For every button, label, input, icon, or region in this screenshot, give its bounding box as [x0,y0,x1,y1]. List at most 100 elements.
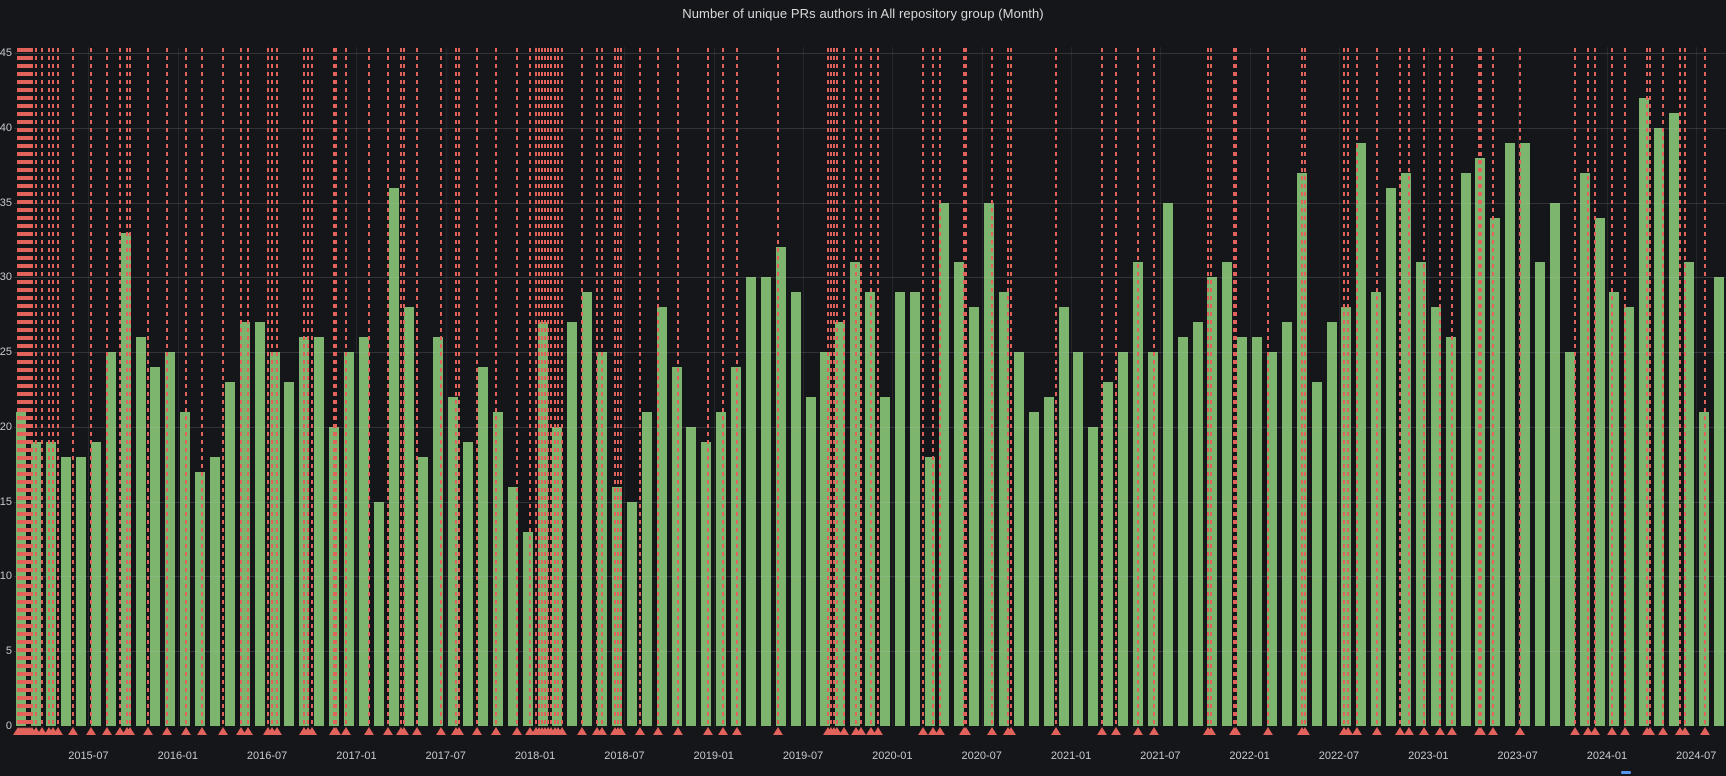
annotation-marker-icon[interactable] [732,727,742,735]
annotation-marker-icon[interactable] [218,727,228,735]
bar-2018-10[interactable] [671,367,682,726]
annotation-marker-icon[interactable] [454,727,464,735]
panel-title[interactable]: Number of unique PRs authors in All repo… [682,6,1044,21]
annotation-marker-icon[interactable] [37,727,47,735]
annotation-marker-icon[interactable] [383,727,393,735]
bar-2017-02[interactable] [373,501,384,726]
bar-2015-12[interactable] [165,352,176,726]
annotation-marker-icon[interactable] [866,727,876,735]
annotation-marker-icon[interactable] [597,727,607,735]
bar-2023-03[interactable] [1460,172,1471,726]
bar-2016-08[interactable] [284,382,295,726]
bar-2019-06[interactable] [790,292,801,726]
bar-2016-05[interactable] [239,322,250,726]
bar-2022-03[interactable] [1281,322,1292,726]
bar-2017-10[interactable] [492,411,503,726]
bar-2018-08[interactable] [641,411,652,726]
bar-2022-06[interactable] [1326,322,1337,726]
bar-2017-06[interactable] [433,337,444,726]
annotation-marker-icon[interactable] [987,727,997,735]
annotation-marker-icon[interactable] [197,727,207,735]
bar-2021-06[interactable] [1147,352,1158,726]
annotation-marker-icon[interactable] [331,727,341,735]
annotation-marker-icon[interactable] [399,727,409,735]
annotation-marker-icon[interactable] [1583,727,1593,735]
bar-2022-08[interactable] [1356,142,1367,726]
bar-2021-11[interactable] [1222,262,1233,726]
bar-2022-11[interactable] [1400,172,1411,726]
bar-2023-05[interactable] [1490,217,1501,726]
bar-2023-10[interactable] [1564,352,1575,726]
annotation-marker-icon[interactable] [935,727,945,735]
bar-2023-08[interactable] [1534,262,1545,726]
annotation-marker-icon[interactable] [577,727,587,735]
bar-2022-10[interactable] [1386,187,1396,726]
bar-2020-01[interactable] [894,292,905,726]
annotation-marker-icon[interactable] [272,727,282,735]
annotation-marker-icon[interactable] [856,727,866,735]
bar-2017-01[interactable] [358,337,369,726]
annotation-marker-icon[interactable] [918,727,928,735]
bar-2022-07[interactable] [1341,307,1352,726]
bar-2024-08[interactable] [1713,277,1724,726]
bar-2016-07[interactable] [269,352,280,726]
annotation-marker-icon[interactable] [491,727,501,735]
bar-2021-10[interactable] [1207,277,1218,726]
bar-2021-04[interactable] [1118,352,1129,726]
bar-2022-05[interactable] [1311,382,1322,726]
bar-2020-07[interactable] [984,202,995,726]
bar-2020-04[interactable] [939,202,950,726]
bar-2015-04[interactable] [46,441,57,726]
bar-2020-05[interactable] [954,262,965,726]
annotation-marker-icon[interactable] [1404,727,1414,735]
bar-2019-03[interactable] [745,277,756,726]
bar-2024-03[interactable] [1639,97,1650,726]
bar-2018-04[interactable] [582,292,593,726]
bar-2024-04[interactable] [1654,127,1664,726]
annotation-marker-icon[interactable] [1263,727,1273,735]
annotation-marker-icon[interactable] [236,727,246,735]
bar-2018-11[interactable] [686,426,697,726]
bar-2020-02[interactable] [909,292,920,726]
bar-2016-04[interactable] [224,382,235,726]
annotation-marker-icon[interactable] [1570,727,1580,735]
bar-2017-04[interactable] [403,307,414,726]
bar-2017-05[interactable] [418,456,429,726]
bar-2019-09[interactable] [835,322,846,726]
bar-2019-01[interactable] [716,411,727,726]
annotation-marker-icon[interactable] [1051,727,1061,735]
bar-2016-03[interactable] [210,456,220,726]
annotation-marker-icon[interactable] [115,727,125,735]
bar-2020-12[interactable] [1058,307,1069,726]
annotation-marker-icon[interactable] [832,727,842,735]
annotation-marker-icon[interactable] [412,727,422,735]
annotation-marker-icon[interactable] [673,727,683,735]
annotation-marker-icon[interactable] [718,727,728,735]
annotation-marker-icon[interactable] [1300,727,1310,735]
bar-2024-05[interactable] [1668,112,1679,726]
bar-2023-11[interactable] [1579,172,1590,726]
bar-2015-05[interactable] [61,456,72,726]
bar-2023-02[interactable] [1445,337,1456,726]
annotation-marker-icon[interactable] [1658,727,1668,735]
annotation-marker-icon[interactable] [1343,727,1353,735]
annotation-marker-icon[interactable] [364,727,374,735]
bar-2016-12[interactable] [344,352,354,726]
annotation-marker-icon[interactable] [1435,727,1445,735]
annotation-marker-icon[interactable] [243,727,253,735]
bar-2024-06[interactable] [1683,262,1694,726]
annotation-marker-icon[interactable] [1680,727,1690,735]
bar-2022-02[interactable] [1266,352,1277,726]
annotation-marker-icon[interactable] [1352,727,1362,735]
annotation-marker-icon[interactable] [839,727,849,735]
annotation-marker-icon[interactable] [653,727,663,735]
bar-2017-11[interactable] [507,486,518,726]
bar-2023-01[interactable] [1430,307,1441,726]
bar-2016-10[interactable] [314,337,325,726]
bar-2017-07[interactable] [448,397,459,726]
annotation-marker-icon[interactable] [472,727,482,735]
bar-2024-01[interactable] [1609,292,1620,726]
annotation-marker-icon[interactable] [1097,727,1107,735]
bar-2015-11[interactable] [150,367,161,726]
bar-2017-03[interactable] [388,187,399,726]
